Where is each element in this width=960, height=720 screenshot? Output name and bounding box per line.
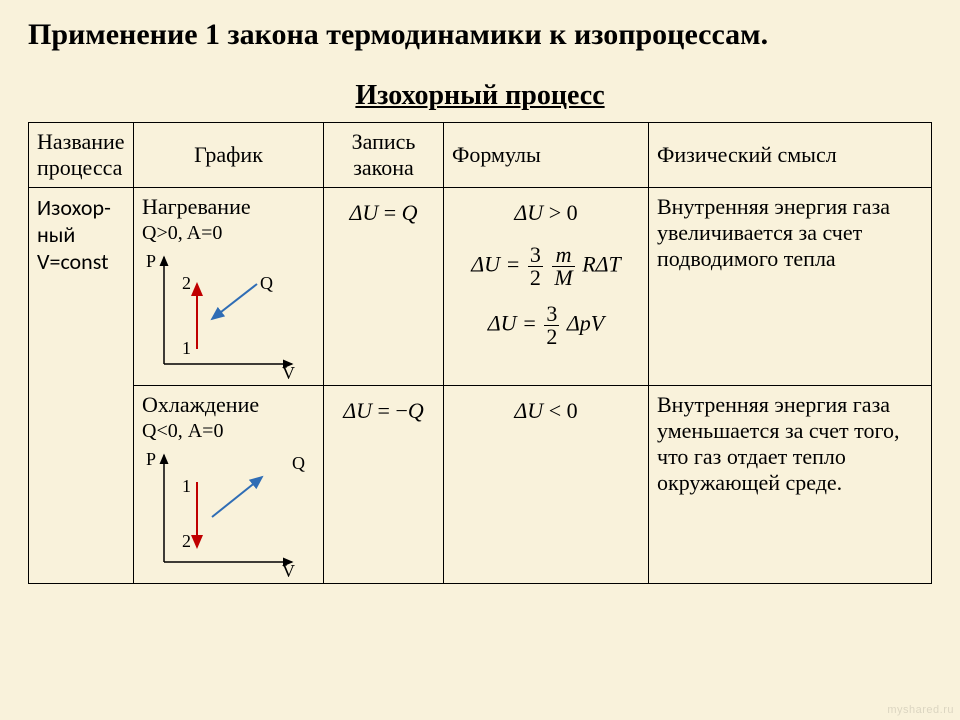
col-header-formulas: Формулы — [444, 123, 649, 188]
pv-diagram-heating: P V 1 2 Q — [142, 249, 312, 379]
axis-v-label: V — [282, 561, 295, 577]
page-title: Применение 1 закона термодинамики к изоп… — [28, 18, 932, 52]
graph-cell-heating: Нагревание Q>0, A=0 — [134, 188, 324, 386]
col-header-name: Название процесса — [29, 123, 134, 188]
formulas-cell-cooling: ΔU < 0 — [444, 386, 649, 584]
col-header-graph: График — [134, 123, 324, 188]
subtitle: Изохорный процесс — [28, 80, 932, 112]
col-header-meaning: Физический смысл — [649, 123, 932, 188]
process-table: Название процесса График Запись закона Ф… — [28, 122, 932, 584]
table-row: Охлаждение Q<0, А=0 P V 1 2 Q — [29, 386, 932, 584]
graph-cell-cooling: Охлаждение Q<0, А=0 P V 1 2 Q — [134, 386, 324, 584]
table-row: Изохор-ный V=const Нагревание Q>0, A=0 — [29, 188, 932, 386]
cooling-caption: Охлаждение — [142, 392, 315, 418]
axis-p-label: P — [146, 449, 156, 469]
process-name-cell: Изохор-ный V=const — [29, 188, 134, 584]
heating-condition: Q>0, A=0 — [142, 222, 315, 245]
meaning-cell-cooling: Внутренняя энергия газа уменьшается за с… — [649, 386, 932, 584]
cooling-condition: Q<0, А=0 — [142, 420, 315, 443]
point-2: 2 — [182, 531, 191, 551]
q-label: Q — [260, 273, 273, 293]
col-header-law: Запись закона — [324, 123, 444, 188]
formulas-cell-heating: ΔU > 0 ΔU = 32 mM RΔT ΔU = 32 ΔpV — [444, 188, 649, 386]
point-2: 2 — [182, 273, 191, 293]
point-1: 1 — [182, 338, 191, 358]
point-1: 1 — [182, 476, 191, 496]
axis-v-label: V — [282, 363, 295, 379]
meaning-cell-heating: Внутренняя энергия газа увеличивается за… — [649, 188, 932, 386]
law-cell-cooling: ΔU = −Q — [324, 386, 444, 584]
watermark: myshared.ru — [887, 704, 954, 716]
table-header-row: Название процесса График Запись закона Ф… — [29, 123, 932, 188]
q-label: Q — [292, 453, 305, 473]
axis-p-label: P — [146, 251, 156, 271]
pv-diagram-cooling: P V 1 2 Q — [142, 447, 312, 577]
heating-caption: Нагревание — [142, 194, 315, 220]
law-cell-heating: ΔU = Q — [324, 188, 444, 386]
